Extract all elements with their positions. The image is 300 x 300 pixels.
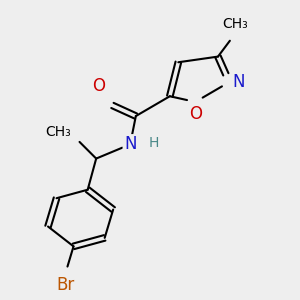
Text: N: N xyxy=(232,73,244,91)
Text: CH₃: CH₃ xyxy=(45,124,71,139)
Text: CH₃: CH₃ xyxy=(222,17,248,31)
Text: O: O xyxy=(189,105,202,123)
Text: O: O xyxy=(92,77,106,95)
Text: H: H xyxy=(148,136,159,150)
Text: N: N xyxy=(124,135,136,153)
Text: Br: Br xyxy=(56,276,74,294)
